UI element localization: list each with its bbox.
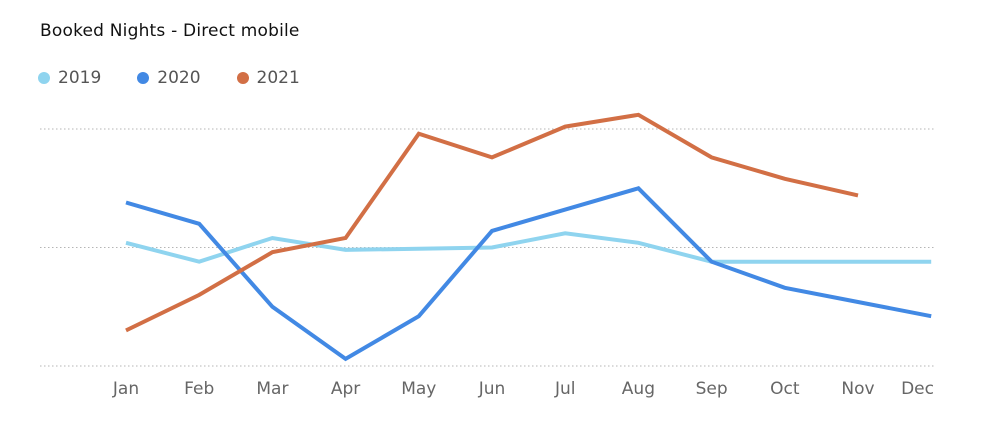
series-line-2021[interactable] [125, 112, 859, 333]
x-tick-label-jan: Jan [112, 379, 139, 399]
x-tick-label-nov: Nov [841, 379, 874, 399]
legend-label-2019: 2019 [58, 68, 102, 88]
legend-item-2020[interactable]: 2020 [137, 68, 201, 88]
x-tick-label-jul: Jul [554, 379, 576, 399]
legend-dot-2021 [236, 72, 249, 84]
legend: 2019 2020 2021 [38, 68, 336, 88]
x-tick-label-oct: Oct [770, 379, 800, 399]
legend-item-2021[interactable]: 2021 [236, 68, 300, 88]
x-tick-label-sep: Sep [696, 379, 728, 399]
x-tick-label-may: May [401, 379, 436, 399]
legend-item-2019[interactable]: 2019 [38, 68, 101, 88]
chart-title: Booked Nights - Direct mobile [40, 21, 300, 41]
x-tick-label-mar: Mar [256, 379, 288, 399]
series-line-2019[interactable] [125, 231, 932, 264]
x-tick-label-feb: Feb [184, 379, 214, 399]
legend-label-2021: 2021 [256, 68, 300, 88]
x-tick-label-aug: Aug [622, 379, 655, 399]
legend-dot-2019 [38, 72, 50, 84]
x-tick-label-apr: Apr [331, 379, 360, 399]
x-tick-label-jun: Jun [478, 379, 506, 399]
x-tick-label-dec: Dec [901, 379, 934, 399]
series-line-2020[interactable] [125, 186, 932, 362]
legend-dot-2020 [137, 72, 150, 84]
legend-label-2020: 2020 [157, 68, 201, 88]
